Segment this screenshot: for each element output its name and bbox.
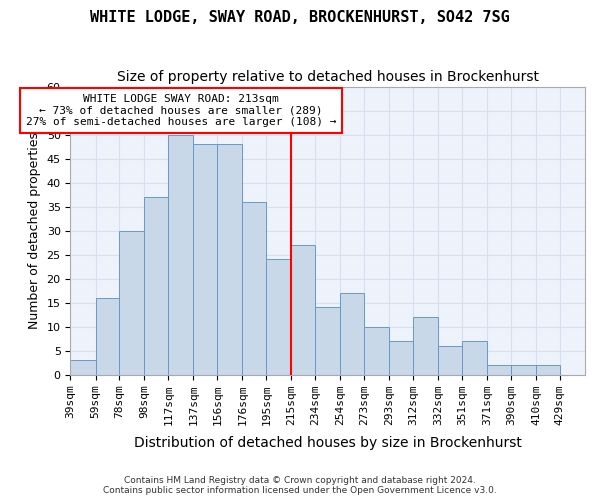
Bar	[487, 365, 511, 374]
Bar	[70, 360, 95, 374]
Text: Contains HM Land Registry data © Crown copyright and database right 2024.
Contai: Contains HM Land Registry data © Crown c…	[103, 476, 497, 495]
Bar	[242, 202, 266, 374]
Bar	[95, 298, 119, 374]
Bar	[193, 144, 217, 374]
Text: WHITE LODGE SWAY ROAD: 213sqm
← 73% of detached houses are smaller (289)
27% of : WHITE LODGE SWAY ROAD: 213sqm ← 73% of d…	[26, 94, 336, 127]
Title: Size of property relative to detached houses in Brockenhurst: Size of property relative to detached ho…	[117, 70, 539, 84]
Bar	[292, 245, 315, 374]
Bar	[462, 341, 487, 374]
Bar	[536, 365, 560, 374]
Text: WHITE LODGE, SWAY ROAD, BROCKENHURST, SO42 7SG: WHITE LODGE, SWAY ROAD, BROCKENHURST, SO…	[90, 10, 510, 25]
Bar	[511, 365, 536, 374]
Bar	[119, 230, 145, 374]
Bar	[169, 134, 193, 374]
Bar	[438, 346, 462, 374]
Bar	[364, 326, 389, 374]
Bar	[266, 260, 292, 374]
Bar	[413, 317, 438, 374]
X-axis label: Distribution of detached houses by size in Brockenhurst: Distribution of detached houses by size …	[134, 436, 521, 450]
Bar	[340, 293, 364, 374]
Bar	[315, 308, 340, 374]
Bar	[217, 144, 242, 374]
Y-axis label: Number of detached properties: Number of detached properties	[28, 132, 41, 329]
Bar	[389, 341, 413, 374]
Bar	[145, 197, 169, 374]
